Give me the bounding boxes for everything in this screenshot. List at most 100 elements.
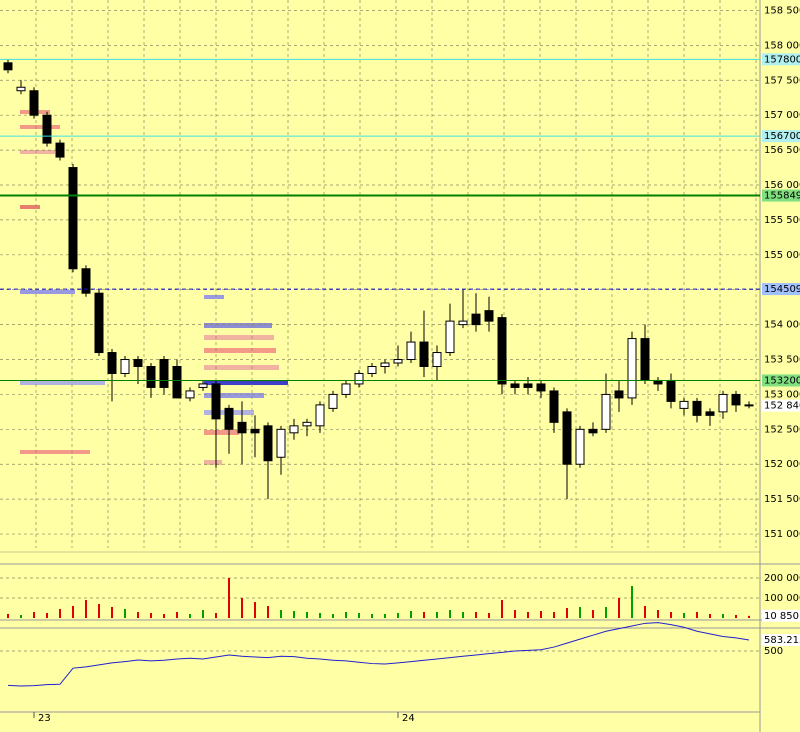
y-tick-label: 152 000	[764, 459, 800, 470]
y-tick-label: 153 000	[764, 389, 800, 400]
candle-body	[224, 407, 234, 430]
volume-bar	[293, 611, 295, 618]
profile-bar	[204, 430, 239, 435]
volume-bar	[371, 614, 373, 618]
volume-bar	[241, 598, 243, 618]
candle-body	[198, 383, 208, 388]
y-tick-label: 156 500	[764, 145, 800, 156]
volume-bar	[579, 607, 581, 618]
x-tick-label: 24	[402, 713, 415, 724]
y-tick-label: 153 500	[764, 355, 800, 366]
volume-bar	[631, 586, 633, 618]
profile-bar	[20, 290, 75, 294]
candle-body	[380, 362, 390, 367]
volume-bar	[384, 614, 386, 618]
candle-body	[510, 383, 520, 388]
volume-bar	[7, 614, 9, 618]
candle-body	[55, 142, 65, 158]
candle-body	[276, 428, 286, 458]
volume-bar	[553, 612, 555, 618]
candle-body	[523, 383, 533, 388]
candle-body	[68, 167, 78, 270]
y-tick-label: 100 000	[764, 593, 800, 604]
candle-body	[133, 359, 143, 367]
volume-bar	[475, 612, 477, 618]
volume-bar	[423, 612, 425, 618]
profile-bar	[204, 323, 272, 328]
candle-body	[29, 90, 39, 116]
y-tick-label: 156 000	[764, 180, 800, 191]
y-tick-label: 158 500	[764, 5, 800, 16]
candle-body	[731, 393, 741, 406]
candle-body	[406, 341, 416, 361]
candle-body	[354, 372, 364, 385]
candle-body	[3, 62, 13, 71]
volume-bar	[72, 606, 74, 618]
level-label-box	[762, 53, 800, 66]
volume-bar	[280, 610, 282, 618]
volume-bar	[215, 613, 217, 618]
y-tick-label: 500	[764, 646, 783, 657]
candle-body	[705, 411, 715, 416]
candle-body	[627, 338, 637, 399]
level-label: 153200.0	[764, 375, 800, 386]
candle-body	[302, 421, 312, 427]
profile-bar	[204, 460, 222, 465]
volume-bar	[501, 600, 503, 618]
volume-bar	[137, 612, 139, 618]
volume-bar	[722, 614, 724, 618]
candle-body	[289, 425, 299, 434]
volume-bar	[111, 607, 113, 618]
last-volume-box	[762, 609, 800, 622]
last-price-box	[762, 399, 800, 412]
volume-bar	[397, 613, 399, 618]
volume-bar	[306, 612, 308, 618]
volume-bar	[618, 598, 620, 618]
level-label-box	[762, 283, 800, 296]
volume-bar	[527, 612, 529, 618]
candle-body	[315, 404, 325, 427]
volume-bar	[514, 610, 516, 618]
y-tick-label: 157 500	[764, 75, 800, 86]
candle-body	[679, 400, 689, 409]
candle-body	[263, 425, 273, 462]
y-tick-label: 155 500	[764, 215, 800, 226]
volume-bar	[735, 615, 737, 618]
candle-body	[614, 390, 624, 399]
last-price-label: 152 840	[764, 401, 800, 412]
candle-body	[588, 428, 598, 434]
candle-body	[601, 393, 611, 430]
volume-bar	[540, 611, 542, 618]
y-tick-label: 151 500	[764, 494, 800, 505]
volume-bar	[163, 614, 165, 618]
candle-body	[250, 428, 260, 434]
volume-bar	[332, 614, 334, 618]
candle-body	[666, 379, 676, 402]
candle-body	[718, 393, 728, 413]
volume-bar	[410, 611, 412, 618]
candle-body	[159, 359, 169, 388]
volume-bar	[228, 578, 230, 618]
volume-bar	[358, 613, 360, 618]
candle-body	[16, 86, 26, 92]
candle-body	[185, 390, 195, 399]
candle-body	[536, 383, 546, 392]
volume-bar	[176, 612, 178, 618]
x-tick-label: 23	[38, 713, 51, 724]
volume-bar	[124, 609, 126, 618]
candle-body	[42, 114, 52, 144]
candle-body	[367, 365, 377, 374]
candle-body	[432, 352, 442, 367]
candle-body	[458, 320, 468, 326]
candle-body	[640, 338, 650, 381]
candle-body	[549, 390, 559, 423]
level-label: 155849.0	[764, 191, 800, 202]
y-tick-label: 152 500	[764, 424, 800, 435]
volume-bar	[670, 612, 672, 618]
volume-bar	[345, 612, 347, 618]
y-tick-label: 151 000	[764, 529, 800, 540]
volume-bar	[488, 613, 490, 618]
profile-bar	[204, 335, 274, 340]
candle-body	[484, 310, 494, 322]
